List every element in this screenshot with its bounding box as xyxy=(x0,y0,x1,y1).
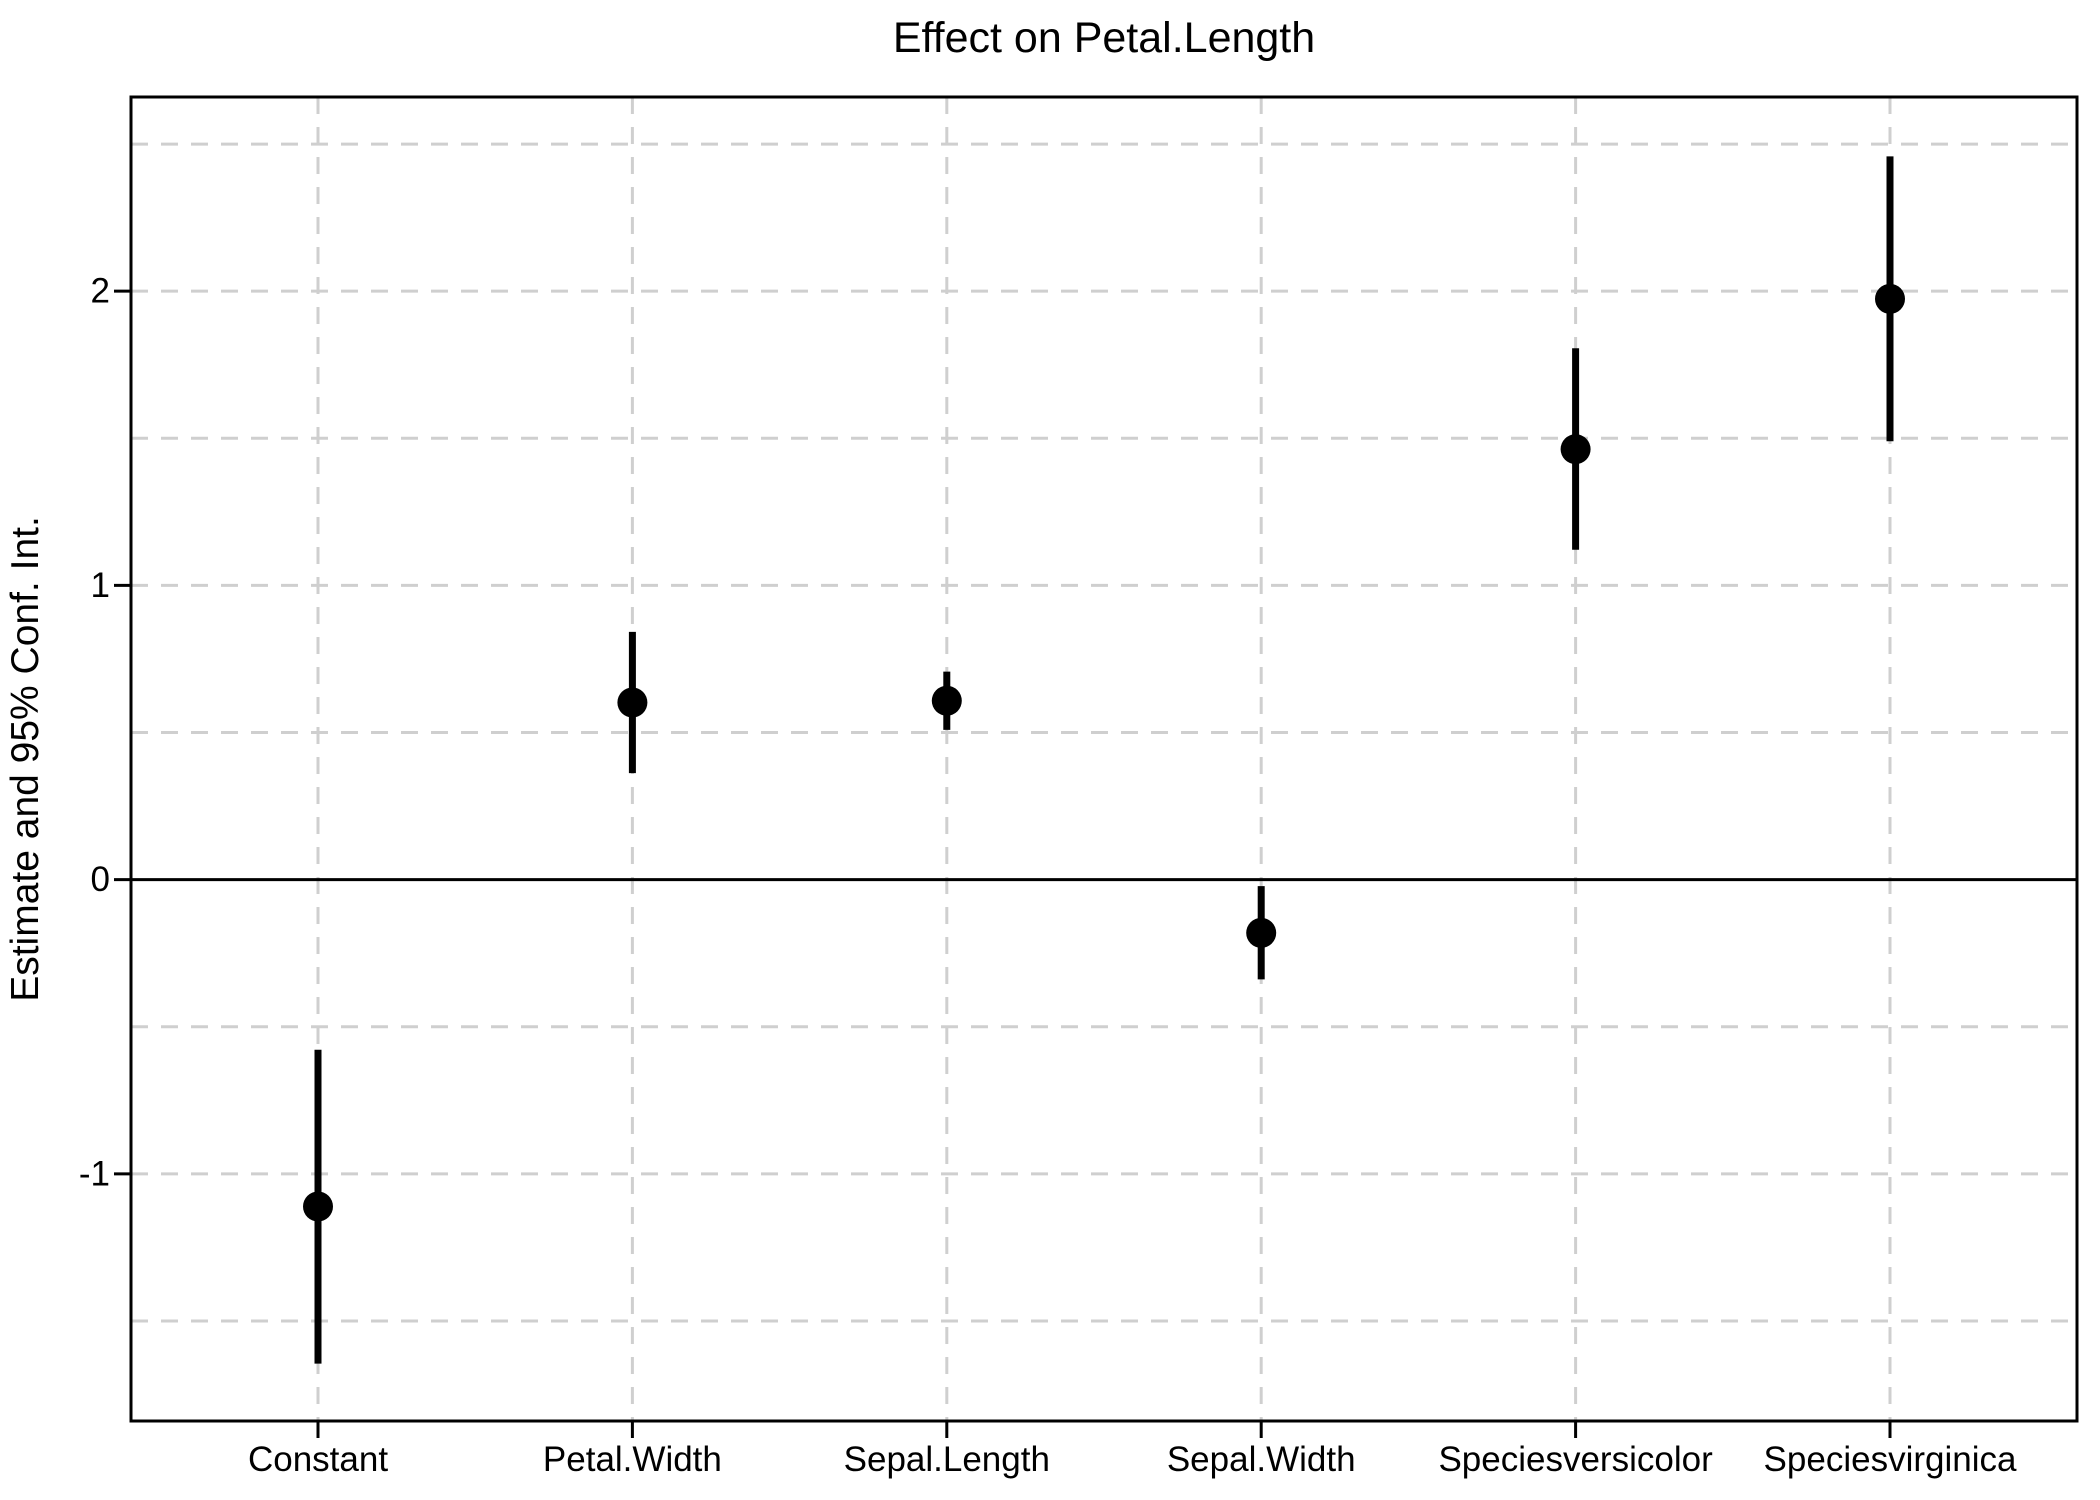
x-axis-ticks xyxy=(316,1421,1892,1438)
estimate-points xyxy=(303,283,1905,1222)
y-tick-label: 2 xyxy=(91,272,110,311)
horizontal-gridlines xyxy=(131,142,2077,1323)
y-axis-ticks xyxy=(114,289,131,1176)
y-axis-title: Estimate and 95% Conf. Int. xyxy=(4,516,47,1002)
x-tick-label: Sepal.Width xyxy=(1167,1440,1356,1479)
y-tick-label: 0 xyxy=(91,860,110,899)
estimate-point xyxy=(303,1191,333,1222)
x-tick-label: Constant xyxy=(248,1440,388,1479)
estimate-point xyxy=(1875,283,1905,314)
x-tick-label: Petal.Width xyxy=(543,1440,722,1479)
x-tick-label: Speciesvirginica xyxy=(1764,1440,2017,1479)
chart-title: Effect on Petal.Length xyxy=(893,14,1315,62)
y-tick-label: -1 xyxy=(79,1154,110,1193)
y-axis-tick-labels: -1 0 1 2 xyxy=(79,272,110,1194)
x-tick-label: Speciesversicolor xyxy=(1438,1440,1713,1479)
estimate-point xyxy=(617,687,648,718)
confidence-interval-bars xyxy=(314,156,1894,1364)
x-tick-label: Sepal.Length xyxy=(844,1440,1050,1479)
estimate-point xyxy=(1246,917,1277,948)
estimate-point xyxy=(931,685,962,716)
vertical-gridlines xyxy=(316,97,1892,1421)
x-axis-tick-labels: Constant Petal.Width Sepal.Length Sepal.Wid… xyxy=(248,1440,2017,1479)
plot-border xyxy=(129,95,2079,1423)
estimate-point xyxy=(1560,434,1591,465)
y-tick-label: 1 xyxy=(91,566,110,605)
